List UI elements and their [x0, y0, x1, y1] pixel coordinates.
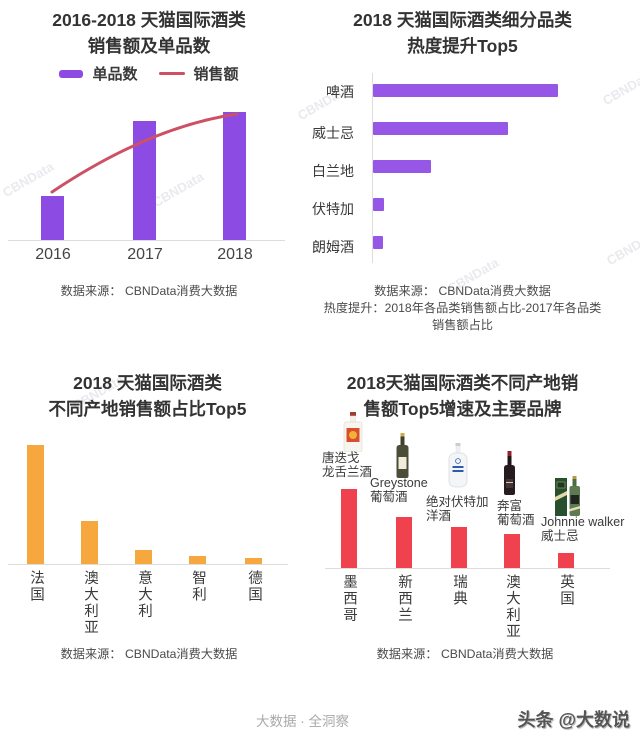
chart4-plot-area — [320, 468, 620, 568]
chart3-plot-area — [0, 439, 298, 564]
cat-label-sweden: 瑞典 — [451, 574, 467, 607]
bar-new-zealand — [396, 517, 412, 568]
cat-label-beer: 啤酒 — [326, 84, 354, 100]
brand-label-penfolds: 奔富 葡萄酒 — [497, 499, 535, 527]
cat-label-brandy: 白兰地 — [312, 163, 354, 179]
legend-bar-swatch — [59, 69, 84, 78]
cat-label-germany: 德国 — [246, 570, 262, 603]
sales-line-path — [50, 112, 239, 194]
bar-germany — [245, 558, 262, 564]
x-tick-2016: 2016 — [35, 246, 71, 263]
cat-label-new-zealand: 新西兰 — [396, 574, 412, 624]
brand-line1: Johnnie walker — [541, 515, 625, 529]
bar-beer — [373, 84, 558, 97]
brand-line1: 奔富 — [497, 499, 523, 513]
brand-label-absolut: 绝对伏特加 洋酒 — [426, 495, 489, 523]
bar-australia-2 — [504, 534, 520, 568]
chart1-title-line1: 2016-2018 天猫国际酒类 — [52, 10, 246, 30]
chart3-title-line2: 不同产地销售额占比Top5 — [48, 399, 247, 419]
white-wine-bottle-image — [396, 433, 409, 478]
brand-line2: 葡萄酒 — [370, 489, 408, 504]
brand-line2: 龙舌兰酒 — [322, 464, 373, 479]
vodka-bottle-image — [448, 443, 468, 488]
bar-uk — [558, 553, 574, 568]
cat-label-rum: 朗姆酒 — [312, 239, 354, 255]
cat-label-vodka: 伏特加 — [312, 201, 354, 217]
cat-label-whisky: 威士忌 — [312, 125, 354, 141]
chart2-note-line1: 热度提升：2018年各品类销售额占比-2017年各品类 — [323, 301, 602, 315]
cat-label-australia: 澳大利亚 — [82, 570, 98, 636]
red-wine-bottle-image — [504, 451, 515, 495]
chart2-title-line2: 热度提升Top5 — [407, 36, 518, 56]
bar-2018 — [223, 112, 246, 241]
watermark-text: CBNData — [600, 66, 640, 109]
chart4-title-line1: 2018天猫国际酒类不同产地销 — [346, 373, 579, 393]
watermark-text: CBNData — [604, 226, 640, 269]
whisky-box-and-bottle-image — [555, 476, 580, 516]
brand-line2: 葡萄酒 — [497, 512, 535, 527]
chart2-note-line2: 销售额占比 — [432, 318, 493, 332]
bar-2017 — [133, 121, 156, 241]
brand-label-greystone: Greystone 葡萄酒 — [370, 476, 428, 504]
cat-label-mexico: 墨西哥 — [341, 574, 357, 624]
chart1-plot-area — [0, 101, 298, 241]
cat-label-australia-2: 澳大利亚 — [504, 574, 520, 640]
chart2-source: 数据来源： CBNData消费大数据 — [374, 284, 551, 298]
x-tick-2018: 2018 — [217, 246, 253, 263]
legend-label-sku: 单品数 — [92, 66, 138, 83]
bar-france — [27, 445, 44, 564]
bar-sweden — [451, 527, 467, 568]
chart2-title-line1: 2018 天猫国际酒类细分品类 — [353, 10, 572, 30]
cat-label-france: 法国 — [28, 570, 44, 603]
brand-line1: 唐迭戈 — [322, 451, 360, 465]
tequila-bottle-image — [343, 412, 363, 452]
chart2-plot-area — [373, 75, 603, 265]
chart1-x-axis — [8, 240, 285, 241]
chart1-legend: 单品数 销售额 — [0, 63, 298, 84]
chart4-x-axis — [325, 568, 610, 569]
bar-vodka — [373, 198, 384, 211]
brand-line2: 洋酒 — [426, 508, 452, 523]
bar-australia — [81, 521, 98, 564]
chart3-source: 数据来源： CBNData消费大数据 — [60, 647, 238, 661]
brand-label-johnnie-walker: Johnnie walker 威士忌 — [541, 515, 625, 543]
chart3-title-line1: 2018 天猫国际酒类 — [73, 373, 222, 393]
chart1-title-line2: 销售额及单品数 — [87, 36, 211, 56]
chart2-y-axis — [372, 73, 373, 263]
bar-rum — [373, 236, 383, 249]
bar-2016 — [41, 196, 64, 241]
cat-label-uk: 英国 — [558, 574, 574, 607]
chart4-source: 数据来源： CBNData消费大数据 — [376, 647, 554, 661]
footer-tagline: 大数据 · 全洞察 — [256, 714, 349, 729]
bar-italy — [135, 550, 152, 564]
chart1-source: 数据来源： CBNData消费大数据 — [60, 284, 238, 298]
bar-mexico — [341, 489, 357, 568]
chart3-x-axis — [8, 564, 288, 565]
chart4-title-line2: 售额Top5增速及主要品牌 — [363, 399, 562, 419]
byline-text: 头条 @大数说 — [517, 710, 630, 730]
legend-line-swatch — [158, 71, 185, 76]
sales-trend-line — [50, 112, 239, 194]
bar-whisky — [373, 122, 508, 135]
brand-line1: 绝对伏特加 — [426, 495, 489, 509]
brand-line1: Greystone — [370, 476, 428, 490]
bar-chile — [189, 556, 206, 564]
brand-line2: 威士忌 — [541, 528, 579, 543]
x-tick-2017: 2017 — [127, 246, 163, 263]
cat-label-chile: 智利 — [190, 570, 206, 603]
cat-label-italy: 意大利 — [136, 570, 152, 620]
bar-brandy — [373, 160, 431, 173]
brand-label-tequila: 唐迭戈 龙舌兰酒 — [322, 451, 373, 479]
legend-label-sales: 销售额 — [193, 66, 239, 83]
